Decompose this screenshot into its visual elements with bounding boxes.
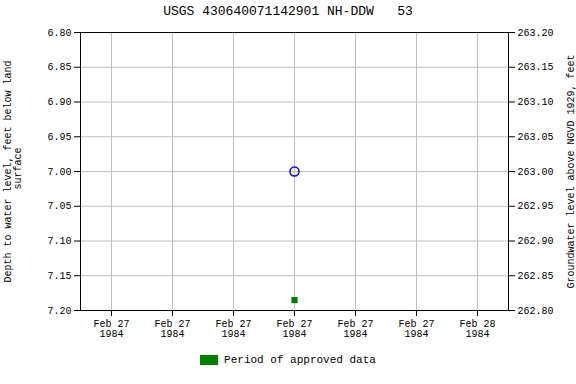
svg-text:262.90: 262.90 <box>518 236 554 247</box>
svg-text:Depth to water level, feet bel: Depth to water level, feet below land su… <box>3 60 24 282</box>
svg-text:262.95: 262.95 <box>518 201 554 212</box>
svg-text:Feb 271984: Feb 271984 <box>93 319 129 340</box>
svg-text:262.85: 262.85 <box>518 271 554 282</box>
svg-text:6.95: 6.95 <box>47 132 71 143</box>
svg-text:263.20: 263.20 <box>518 28 554 39</box>
svg-text:6.90: 6.90 <box>47 97 71 108</box>
html-text:Period of approved data: Period of approved data <box>224 354 376 366</box>
svg-text:7.05: 7.05 <box>47 201 71 212</box>
svg-text:6.85: 6.85 <box>47 62 71 73</box>
svg-text:263.05: 263.05 <box>518 132 554 143</box>
svg-text:Feb 271984: Feb 271984 <box>398 319 434 340</box>
svg-text:Feb 271984: Feb 271984 <box>337 319 373 340</box>
svg-text:6.80: 6.80 <box>47 28 71 39</box>
svg-text:7.15: 7.15 <box>47 271 71 282</box>
svg-text:7.10: 7.10 <box>47 236 71 247</box>
svg-text:Feb 271984: Feb 271984 <box>276 319 312 340</box>
svg-text:263.00: 263.00 <box>518 167 554 178</box>
svg-text:Feb 271984: Feb 271984 <box>215 319 251 340</box>
svg-text:7.00: 7.00 <box>47 167 71 178</box>
svg-text:Feb 271984: Feb 271984 <box>154 319 190 340</box>
svg-text:263.10: 263.10 <box>518 97 554 108</box>
html-text:USGS 430640071142901 NH-DDW 53: USGS 430640071142901 NH-DDW 53 <box>163 4 413 19</box>
svg-text:Feb 281984: Feb 281984 <box>459 319 495 340</box>
svg-text:263.15: 263.15 <box>518 62 554 73</box>
svg-text:262.80: 262.80 <box>518 306 554 317</box>
svg-text:Groundwater level above NGVD 1: Groundwater level above NGVD 1929, feet <box>566 54 576 288</box>
svg-text:7.20: 7.20 <box>47 306 71 317</box>
